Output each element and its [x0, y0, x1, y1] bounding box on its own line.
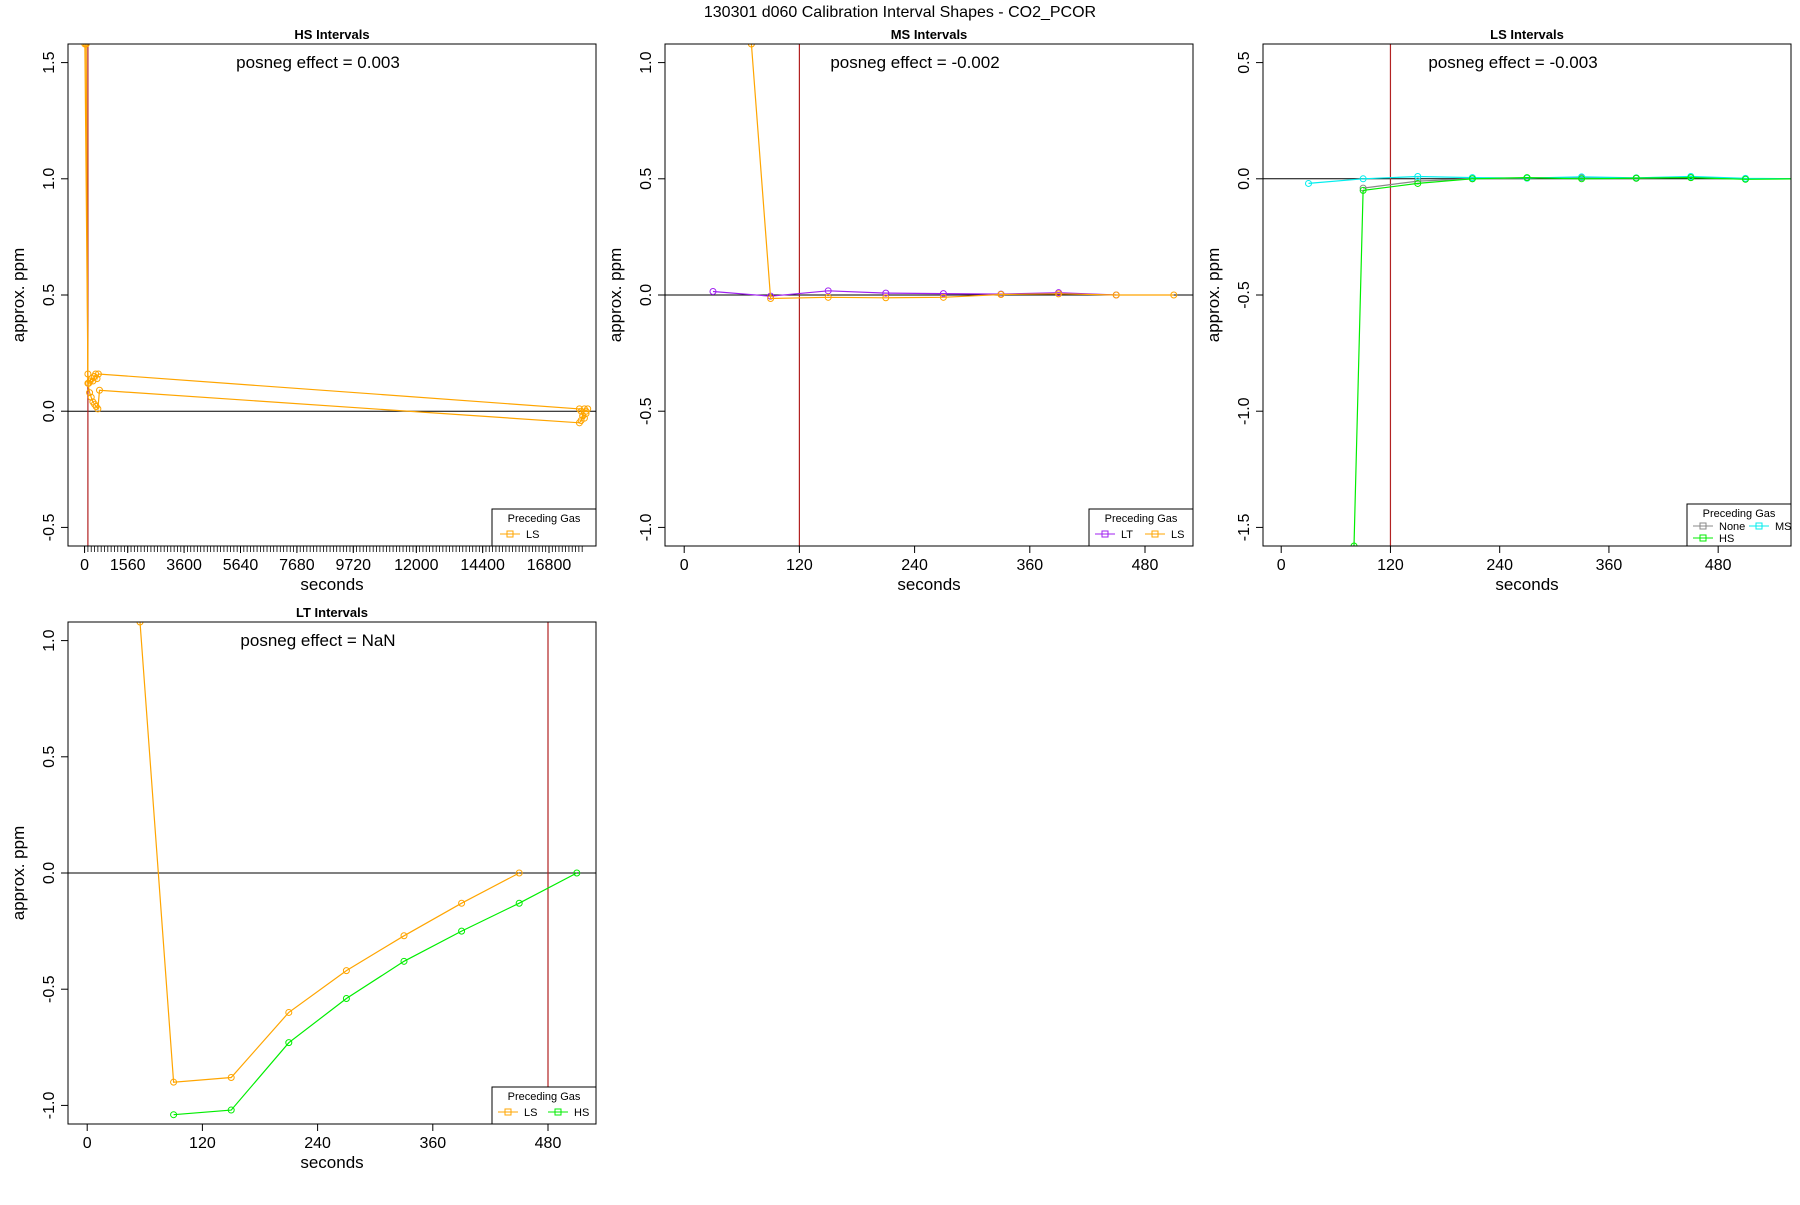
y-tick-label: -0.5 — [41, 975, 58, 1003]
x-tick-label: 9720 — [335, 557, 371, 574]
y-axis-label: approx. ppm — [606, 248, 625, 343]
plot-area — [68, 41, 596, 546]
x-tick-label: 480 — [535, 1135, 562, 1152]
y-tick-label: -1.0 — [1236, 397, 1253, 425]
y-tick-label: 0.5 — [638, 168, 655, 190]
y-tick-label: 0.0 — [41, 862, 58, 884]
plot-area — [665, 41, 1193, 546]
y-tick-label: 1.0 — [41, 168, 58, 190]
x-axis-label: seconds — [300, 575, 363, 594]
legend-label: LS — [1171, 529, 1184, 541]
x-tick-label: 0 — [80, 557, 89, 574]
legend-label: LS — [524, 1107, 537, 1119]
legend: Preceding Gas LS HS — [492, 1087, 596, 1124]
x-tick-label: 12000 — [394, 557, 439, 574]
series-line-LS — [85, 44, 588, 416]
y-tick-label: 0.0 — [41, 400, 58, 422]
legend-label: HS — [1719, 533, 1734, 545]
x-tick-label: 120 — [786, 557, 813, 574]
x-tick-label: 240 — [304, 1135, 331, 1152]
posneg-annotation: posneg effect = -0.003 — [1428, 53, 1597, 72]
x-tick-label: 14400 — [460, 557, 505, 574]
series-line-LS — [86, 44, 586, 423]
panel-title: HS Intervals — [294, 27, 369, 42]
x-tick-label: 0 — [83, 1135, 92, 1152]
y-tick-label: 0.5 — [41, 284, 58, 306]
y-tick-label: -0.5 — [1236, 281, 1253, 309]
x-tick-label: 7680 — [279, 557, 315, 574]
x-tick-label: 360 — [1016, 557, 1043, 574]
panel-title: LS Intervals — [1490, 27, 1564, 42]
y-axis-label: approx. ppm — [9, 248, 28, 343]
y-tick-label: 1.0 — [638, 51, 655, 73]
series-line-LS — [751, 44, 1173, 299]
legend-title: Preceding Gas — [508, 513, 581, 525]
series-line-HS — [1354, 178, 1800, 546]
legend-label: MS — [1775, 521, 1792, 533]
legend-title: Preceding Gas — [508, 1091, 581, 1103]
x-tick-label: 120 — [1377, 557, 1404, 574]
y-tick-label: 0.0 — [638, 284, 655, 306]
y-tick-label: 1.0 — [41, 629, 58, 651]
y-tick-label: 0.5 — [41, 746, 58, 768]
y-tick-label: -0.5 — [638, 397, 655, 425]
x-tick-label: 1560 — [110, 557, 146, 574]
y-tick-label: -0.5 — [41, 514, 58, 542]
panel-title: MS Intervals — [891, 27, 968, 42]
figure-title: 130301 d060 Calibration Interval Shapes … — [704, 4, 1096, 21]
x-tick-label: 0 — [1277, 557, 1286, 574]
series-line-MS — [1309, 177, 1800, 184]
x-tick-label: 240 — [1486, 557, 1513, 574]
y-tick-label: -1.0 — [638, 514, 655, 542]
x-axis-label: seconds — [300, 1153, 363, 1172]
panel-4: LT Intervals 0 120 240 360 480 -1.0 -0.5 0.0 0.5 1… — [9, 605, 596, 1172]
legend-label: None — [1719, 521, 1745, 533]
x-tick-label: 5640 — [223, 557, 259, 574]
legend: Preceding Gas LT LS — [1089, 509, 1193, 546]
x-axis-label: seconds — [1495, 575, 1558, 594]
y-tick-label: 0.0 — [1236, 168, 1253, 190]
y-axis-label: approx. ppm — [1204, 248, 1223, 343]
legend: Preceding Gas LS — [492, 509, 596, 546]
panel-title: LT Intervals — [296, 605, 368, 620]
x-tick-label: 3600 — [166, 557, 202, 574]
panel-frame — [1263, 44, 1791, 546]
posneg-annotation: posneg effect = NaN — [240, 631, 395, 650]
legend-label: HS — [574, 1107, 589, 1119]
series-line-LS — [140, 622, 519, 1082]
plot-area — [1263, 44, 1800, 549]
x-tick-label: 120 — [189, 1135, 216, 1152]
legend-label: LS — [526, 529, 539, 541]
x-axis-label: seconds — [897, 575, 960, 594]
x-tick-label: 0 — [680, 557, 689, 574]
legend-label: LT — [1121, 529, 1133, 541]
x-tick-label: 16800 — [527, 557, 572, 574]
y-axis-label: approx. ppm — [9, 826, 28, 921]
y-tick-label: -1.5 — [1236, 514, 1253, 542]
panel-1: HS Intervals 0 1560 3600 5640 7680 9720 12000 14… — [9, 27, 596, 594]
x-tick-label: 480 — [1705, 557, 1732, 574]
panel-2: MS Intervals 0 120 240 360 480 -1.0 -0.5 0.0 0.5 1… — [606, 27, 1193, 594]
panel-frame — [68, 44, 596, 546]
legend-title: Preceding Gas — [1105, 513, 1178, 525]
y-tick-label: 0.5 — [1236, 51, 1253, 73]
legend-title: Preceding Gas — [1703, 508, 1776, 520]
x-tick-label: 360 — [419, 1135, 446, 1152]
plot-area — [68, 619, 596, 1124]
posneg-annotation: posneg effect = -0.002 — [830, 53, 999, 72]
x-tick-label: 360 — [1596, 557, 1623, 574]
panel-3: LS Intervals 0 120 240 360 480 -1.5 -1.0 -0.5 0.0… — [1204, 27, 1800, 594]
x-tick-label: 480 — [1132, 557, 1159, 574]
x-tick-label: 240 — [901, 557, 928, 574]
y-tick-label: -1.0 — [41, 1092, 58, 1120]
posneg-annotation: posneg effect = 0.003 — [236, 53, 400, 72]
y-tick-label: 1.5 — [41, 51, 58, 73]
